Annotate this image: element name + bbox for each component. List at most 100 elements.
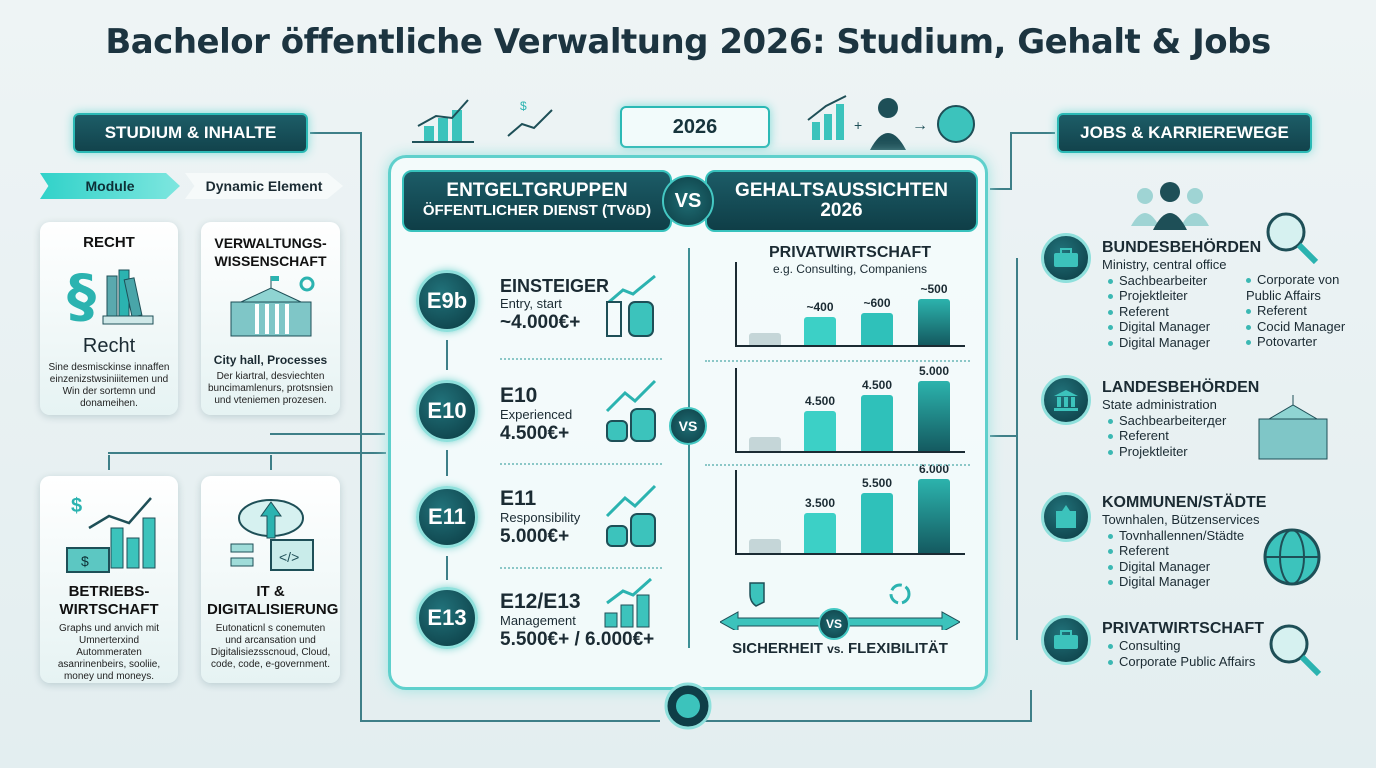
job-item: Referent (1108, 428, 1259, 444)
connector (990, 188, 1010, 190)
job-item: Projektleiter (1108, 444, 1259, 460)
grade-salary: ~4.000€+ (500, 311, 581, 333)
card-subtitle: City hall, Processes (213, 353, 328, 367)
studium-header[interactable]: STUDIUM & INHALTE (73, 113, 308, 153)
arrow (270, 455, 272, 470)
connector (310, 132, 360, 134)
job-group-privatwirtschaft: PRIVATWIRTSCHAFT Consulting Corporate Pub… (1102, 619, 1264, 669)
divider (705, 360, 970, 362)
briefcase-icon (1041, 233, 1091, 283)
svg-text:$: $ (520, 99, 527, 113)
private-subtitle: e.g. Consulting, Companiens (772, 262, 928, 276)
job-item: Potovarter (1246, 334, 1350, 350)
card-verwaltungswissenschaft[interactable]: VERWALTUNGS-WISSENSCHAFT City hall, Proc… (201, 222, 340, 415)
private-bar (804, 513, 836, 553)
tvod-header: ENTGELTGRUPPEN ÖFFENTLICHER DIENST (TVöD… (402, 170, 672, 232)
private-bar-label: ~600 (863, 296, 891, 310)
gehaltsaussichten-line2: 2026 (820, 200, 863, 221)
globe-icon (664, 682, 712, 730)
coins-growth-icons (604, 274, 657, 628)
divider (500, 463, 662, 465)
bar-chart-growth-icon (604, 577, 652, 628)
vs-badge-middle: VS (669, 407, 707, 445)
svg-text:§: § (67, 262, 96, 328)
private-bar (861, 493, 893, 553)
town-hall-icon (1041, 492, 1091, 542)
career-person-icon: + → (807, 95, 975, 150)
grade-title: EINSTEIGER (500, 276, 610, 296)
module-chevron: Module (40, 173, 180, 199)
job-item: Digital Manager (1108, 335, 1261, 351)
divider (500, 567, 662, 569)
tradeoff-vs-badge: VS (818, 608, 850, 640)
arrow-down (446, 450, 448, 476)
card-title: BETRIEBS-WIRTSCHAFT (59, 583, 159, 618)
private-bar-label: 4.500 (861, 378, 893, 392)
job-item: Tovnhallennen/Städte (1108, 528, 1266, 544)
year-tab[interactable]: 2026 (620, 106, 770, 148)
job-group-landesbehoerden: LANDESBEHÖRDEN State administration Sach… (1102, 378, 1259, 459)
svg-text:$: $ (71, 495, 82, 517)
tradeoff-left: SICHERHEIT (732, 640, 823, 657)
job-group-kommunen: KOMMUNEN/STÄDTE Townhalen, Bützenservice… (1102, 493, 1266, 590)
money-chart-icon: $ $ (66, 495, 156, 573)
connector (1010, 132, 1012, 190)
grade-salary: 5.500€+ / 6.000€+ (500, 629, 655, 651)
private-bar (918, 381, 950, 451)
grade-desc: Responsibility (500, 510, 581, 526)
vertical-divider (688, 248, 690, 648)
job-group-bundesbehoerden: BUNDESBEHÖRDEN Ministry, central office … (1102, 238, 1261, 350)
card-subtitle: Recht (82, 335, 136, 357)
private-bar-chart: 3.500 5.500 6.000 (735, 462, 965, 555)
paragraph-books-icon: § (67, 262, 154, 330)
grade-desc: Management (500, 613, 576, 629)
grade-desc: Experienced (500, 407, 573, 423)
job-item: Sachbearbeiterдer (1108, 413, 1259, 429)
connector (1030, 690, 1032, 722)
private-bar (861, 395, 893, 451)
connector (270, 433, 385, 435)
divider (500, 358, 662, 360)
job-item: Cocid Manager (1246, 319, 1350, 335)
job-item: Digital Manager (1108, 319, 1261, 335)
grade-title: E12/E13 (500, 590, 581, 613)
jobs-header[interactable]: JOBS & KARRIEREWEGE (1057, 113, 1312, 153)
tvod-header-line1: ENTGELTGRUPPEN (446, 180, 628, 201)
private-bar-label: 3.500 (804, 496, 836, 510)
card-recht[interactable]: RECHT § Recht Sine desmisckinse innaffen… (40, 222, 178, 415)
job-group-title: PRIVATWIRTSCHAFT (1102, 620, 1265, 637)
job-item: Corporate Public Affairs (1108, 654, 1264, 670)
gehaltsaussichten-header: GEHALTSAUSSICHTEN 2026 (705, 170, 978, 232)
connector (990, 435, 1018, 437)
connector (108, 452, 386, 454)
job-item: Digital Manager (1108, 574, 1266, 590)
state-building-icon (1258, 395, 1328, 460)
job-item: Referent (1108, 304, 1261, 320)
job-item: Referent (1108, 543, 1266, 559)
private-header: PRIVATWIRTSCHAFT e.g. Consulting, Compan… (735, 244, 965, 276)
job-item: Referent (1246, 303, 1350, 319)
card-title: VERWALTUNGS-WISSENSCHAFT (214, 235, 327, 269)
grade-e9b-info: EINSTEIGER Entry, start ~4.000€+ (500, 276, 609, 333)
tvod-header-line2: ÖFFENTLICHER DIENST (TVöD) (422, 202, 652, 219)
grade-salary: 5.000€+ (500, 526, 570, 548)
gehaltsaussichten-line1: GEHALTSAUSSICHTEN (735, 180, 948, 201)
private-bar (749, 437, 781, 451)
grade-title: E11 (500, 487, 537, 510)
private-bar-label: 5.000 (918, 364, 950, 378)
private-bar (804, 411, 836, 451)
vs-badge: VS (662, 175, 714, 227)
job-item: Projektleiter (1108, 288, 1261, 304)
card-it-digitalisierung[interactable]: </> IT & DIGITALISIERUNG Eutonaticnl s c… (201, 476, 340, 683)
private-bar-label: ~400 (806, 300, 834, 314)
job-group-subtitle: Ministry, central office (1102, 257, 1227, 272)
card-text: Eutonaticnl s conemuten und arcansation … (210, 623, 331, 670)
private-bar (804, 317, 836, 345)
growth-chart-icon: $ (412, 99, 553, 143)
card-betriebswirtschaft[interactable]: $ $ BETRIEBS-WIRTSCHAFT Graphs und anvic… (40, 476, 178, 683)
job-item: Consulting (1108, 638, 1264, 654)
private-bar (918, 299, 950, 345)
government-building-icon (1041, 375, 1091, 425)
exchange-icon (889, 583, 911, 605)
grade-badge-e9b: E9b (416, 270, 478, 332)
